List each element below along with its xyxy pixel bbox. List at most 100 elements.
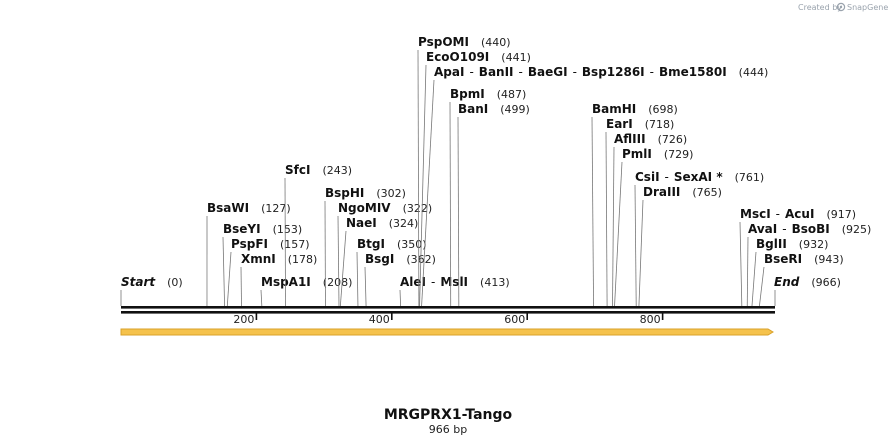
enzyme-label: AleI xyxy=(400,275,426,289)
site-draiii[interactable]: DraIII (765) xyxy=(638,185,722,307)
enzyme-label: PspFI xyxy=(231,237,268,251)
site-bseyi[interactable]: BseYI (153) xyxy=(222,222,302,307)
ruler-tick-label: 400 xyxy=(369,313,390,326)
site-position: (726) xyxy=(658,133,688,146)
site-end[interactable]: End (966) xyxy=(774,275,841,306)
site-position: (761) xyxy=(735,171,765,184)
site-leader-line xyxy=(417,49,420,307)
feature-arrow xyxy=(120,328,774,336)
site-sfci[interactable]: SfcI (243) xyxy=(284,163,352,307)
enzyme-label: BanII xyxy=(479,65,514,79)
site-start[interactable]: Start (0) xyxy=(120,275,183,306)
site-alei-msli[interactable]: AleI - MslI (413) xyxy=(399,275,510,307)
enzyme-label: CsiI xyxy=(635,170,660,184)
site-bseri[interactable]: BseRI (943) xyxy=(759,252,844,307)
site-msci-acui[interactable]: MscI - AcuI (917) xyxy=(739,207,856,307)
enzyme-label: NgoMIV xyxy=(338,201,391,215)
enzyme-label: BamHI xyxy=(592,102,636,116)
site-pspfi[interactable]: PspFI (157) xyxy=(226,237,310,307)
backbone-bottom-strand xyxy=(121,311,775,314)
site-position: (917) xyxy=(826,208,856,221)
enzyme-label: XmnI xyxy=(241,252,276,266)
site-leader-line xyxy=(419,64,427,307)
enzyme-label: BaeGI xyxy=(528,65,568,79)
site-eari[interactable]: EarI (718) xyxy=(605,117,675,307)
site-leader-line xyxy=(356,251,359,307)
enzyme-label: AflIII xyxy=(614,132,646,146)
site-leader-line xyxy=(222,236,225,307)
enzyme-label: ApaI xyxy=(434,65,464,79)
site-mspa1i[interactable]: MspA1I (208) xyxy=(260,275,353,307)
site-separator: - xyxy=(573,65,577,79)
site-leader-line xyxy=(759,266,765,307)
site-position: (499) xyxy=(500,103,530,116)
site-bsawi[interactable]: BsaWI (127) xyxy=(206,201,291,307)
site-position: (413) xyxy=(480,276,510,289)
backbone-top-strand xyxy=(121,306,775,309)
enzyme-label: BseYI xyxy=(223,222,261,236)
credit: Created by SnapGene xyxy=(798,2,888,12)
site-xmni[interactable]: XmnI (178) xyxy=(240,252,318,307)
enzyme-label: Bsp1286I xyxy=(582,65,645,79)
site-position: (322) xyxy=(403,202,433,215)
ruler-tick-label: 600 xyxy=(504,313,525,326)
enzyme-label: BspHI xyxy=(325,186,364,200)
sequence-backbone xyxy=(121,306,775,314)
site-position: (350) xyxy=(397,238,427,251)
site-bglii[interactable]: BglII (932) xyxy=(751,237,828,307)
site-position: (925) xyxy=(842,223,872,236)
site-position: (765) xyxy=(692,186,722,199)
site-afliii[interactable]: AflIII (726) xyxy=(612,132,688,307)
site-leader-line xyxy=(614,161,623,307)
enzyme-label: BanI xyxy=(458,102,488,116)
map-title: MRGPRX1-Tango xyxy=(384,407,513,423)
site-ecoo109i[interactable]: EcoO109I (441) xyxy=(419,50,531,307)
ruler-tick-label: 200 xyxy=(233,313,254,326)
site-position: (441) xyxy=(501,51,531,64)
site-leader-line xyxy=(746,236,749,307)
enzyme-label: BsgI xyxy=(365,252,394,266)
site-leader-line xyxy=(421,79,435,307)
enzyme-label: AcuI xyxy=(785,207,814,221)
enzyme-label: BtgI xyxy=(357,237,385,251)
enzyme-label: AvaI xyxy=(748,222,777,236)
site-leader-line xyxy=(612,146,615,307)
site-avai-bsobi[interactable]: AvaI - BsoBI (925) xyxy=(746,222,872,307)
site-pspomi[interactable]: PspOMI (440) xyxy=(417,35,511,307)
site-bpmi[interactable]: BpmI (487) xyxy=(449,87,526,307)
site-bamhi[interactable]: BamHI (698) xyxy=(591,102,678,307)
snapgene-logo-icon xyxy=(836,2,846,12)
site-separator: - xyxy=(650,65,654,79)
site-leader-line xyxy=(337,215,340,307)
site-bsphi[interactable]: BspHI (302) xyxy=(324,186,406,307)
enzyme-label: BglII xyxy=(756,237,787,251)
site-leader-line xyxy=(457,116,460,307)
enzyme-label: Bme1580I xyxy=(659,65,727,79)
site-position: (440) xyxy=(481,36,511,49)
enzyme-label: Start xyxy=(121,275,156,289)
site-csii-sexai[interactable]: CsiI - SexAI * (761) xyxy=(634,170,765,307)
site-separator: - xyxy=(469,65,473,79)
enzyme-label: PspOMI xyxy=(418,35,469,49)
site-bani[interactable]: BanI (499) xyxy=(457,102,530,307)
site-position: (208) xyxy=(323,276,353,289)
credit-text: Created by xyxy=(798,3,842,12)
enzyme-label: EcoO109I xyxy=(426,50,489,64)
site-leader-line xyxy=(226,251,232,307)
site-naei[interactable]: NaeI (324) xyxy=(339,216,418,307)
site-ngomiv[interactable]: NgoMIV (322) xyxy=(337,201,433,307)
site-separator: - xyxy=(776,207,780,221)
site-position: (243) xyxy=(322,164,352,177)
site-leader-line xyxy=(739,221,743,307)
brand-text: SnapGene xyxy=(847,3,888,12)
site-leader-line xyxy=(240,266,242,307)
site-apai-banii-baegi-bsp1286i-bme1580i[interactable]: ApaI - BanII - BaeGI - Bsp1286I - Bme1580I (444) xyxy=(421,65,769,307)
site-btgi[interactable]: BtgI (350) xyxy=(356,237,427,307)
site-position: (718) xyxy=(645,118,675,131)
site-position: (178) xyxy=(288,253,318,266)
site-position: (966) xyxy=(811,276,841,289)
site-separator: - xyxy=(519,65,523,79)
site-leader-line xyxy=(638,199,644,307)
site-pmli[interactable]: PmlI (729) xyxy=(614,147,694,307)
